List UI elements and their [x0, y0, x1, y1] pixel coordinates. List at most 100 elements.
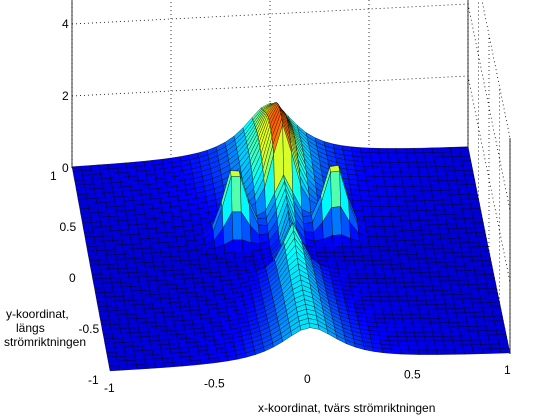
- surface-patch: [438, 271, 449, 277]
- surface-patch: [175, 236, 187, 242]
- surface-patch: [387, 336, 399, 342]
- grid-line-z-right: [481, 0, 511, 139]
- surface-patch: [428, 175, 439, 182]
- surface-patch: [436, 308, 448, 314]
- surface-patch: [467, 279, 478, 285]
- surface-patch: [120, 328, 131, 334]
- surface-patch: [149, 289, 160, 295]
- surface-patch: [111, 235, 123, 241]
- surface-patch: [389, 344, 401, 350]
- surface-patch: [429, 229, 441, 235]
- surface-patch: [421, 276, 432, 282]
- surface-patch: [380, 162, 391, 168]
- surface-patch: [437, 313, 449, 319]
- surface-patch: [162, 261, 173, 267]
- surface-patch: [412, 277, 423, 283]
- surface-patch: [250, 242, 262, 252]
- surface-patch: [123, 248, 134, 255]
- surface-patch: [152, 353, 164, 360]
- surface-patch: [369, 152, 381, 158]
- surface-patch: [427, 308, 439, 315]
- surface-patch: [375, 231, 387, 237]
- surface-patch: [442, 247, 454, 254]
- surface-patch: [85, 193, 97, 199]
- surface-patch: [367, 282, 379, 288]
- surface-patch: [414, 244, 425, 250]
- surface-patch: [108, 268, 120, 274]
- surface-patch: [357, 180, 368, 187]
- surface-patch: [467, 189, 478, 195]
- surface-patch: [416, 210, 428, 216]
- surface-patch: [477, 283, 488, 290]
- surface-patch: [456, 228, 468, 234]
- surface-patch: [234, 256, 246, 262]
- surface-patch: [420, 180, 431, 187]
- surface-patch: [422, 281, 433, 287]
- surface-patch: [376, 186, 387, 192]
- surface-patch: [369, 291, 381, 297]
- surface-patch: [390, 349, 402, 355]
- surface-patch: [389, 254, 400, 261]
- surface-patch: [408, 215, 420, 221]
- surface-patch: [389, 211, 401, 217]
- surface-patch: [440, 147, 452, 153]
- surface-patch: [114, 249, 125, 255]
- surface-patch: [118, 272, 130, 278]
- axis-ticks: -1-0.500.51-1-0.500.510246: [50, 17, 511, 395]
- surface-patch: [448, 233, 460, 239]
- surface-patch: [421, 234, 433, 240]
- surface-patch: [127, 272, 139, 278]
- surface-patch: [452, 204, 463, 210]
- surface-patch: [403, 282, 415, 288]
- surface-patch: [195, 291, 207, 297]
- surface-patch: [106, 351, 117, 358]
- surface-patch: [152, 207, 163, 214]
- surface-patch: [480, 297, 491, 303]
- surface-patch: [410, 176, 421, 182]
- surface-patch: [129, 327, 140, 334]
- surface-patch: [477, 241, 489, 247]
- surface-patch: [440, 326, 451, 333]
- surface-patch: [145, 218, 156, 225]
- surface-patch: [132, 199, 144, 206]
- surface-patch: [180, 306, 191, 312]
- surface-patch: [356, 175, 367, 182]
- surface-patch: [373, 264, 384, 270]
- surface-patch: [423, 331, 434, 337]
- surface-patch: [407, 300, 419, 306]
- surface-patch: [347, 273, 359, 279]
- surface-patch: [135, 313, 147, 319]
- surface-patch: [390, 167, 401, 173]
- surface-patch: [117, 360, 128, 366]
- surface-patch: [180, 310, 192, 317]
- surface-patch: [394, 235, 406, 242]
- surface-patch: [443, 340, 454, 346]
- surface-patch: [404, 286, 416, 292]
- surface-patch: [145, 363, 156, 369]
- surface-patch: [102, 282, 113, 289]
- surface-patch: [437, 175, 448, 182]
- surface-patch: [429, 271, 440, 278]
- surface-patch: [466, 184, 477, 190]
- x-tick-label: 1: [504, 363, 511, 377]
- surface-patch: [420, 229, 432, 236]
- surface-patch: [108, 215, 119, 222]
- surface-patch: [115, 205, 126, 212]
- surface-patch: [386, 327, 397, 333]
- surface-patch: [215, 252, 227, 259]
- surface-patch: [83, 231, 95, 238]
- surface-patch: [465, 270, 476, 276]
- surface-patch: [416, 161, 428, 168]
- surface-patch: [95, 292, 106, 298]
- surface-patch: [303, 222, 314, 233]
- surface-patch: [374, 176, 385, 182]
- surface-patch: [120, 281, 131, 288]
- surface-patch: [150, 344, 162, 351]
- surface-patch: [117, 267, 129, 274]
- surface-patch: [201, 272, 212, 279]
- surface-patch: [359, 287, 371, 293]
- surface-patch: [330, 170, 341, 208]
- surface-patch: [161, 307, 173, 313]
- surface-patch: [436, 349, 447, 355]
- surface-patch: [429, 318, 441, 324]
